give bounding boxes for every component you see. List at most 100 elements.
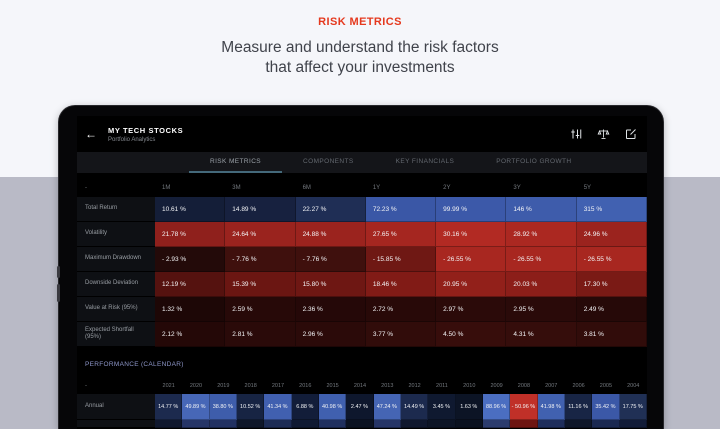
heatmap-value-cell: - 2.93 % [155,247,226,272]
tab-key-financials[interactable]: KEY FINANCIALS [395,158,455,165]
heatmap-value-cell [482,420,511,428]
heatmap-value-cell: 3.77 % [365,322,437,347]
header-cell-1m: 1M [162,185,171,191]
heatmap-value-cell [564,420,593,428]
header-cell-2021: 2021 [162,382,175,389]
heatmap-value-cell [428,420,456,428]
heatmap-value-cell: 11.16 % [564,394,593,420]
heatmap-value-cell: 49.89 % [182,394,210,420]
header-cell-2010: 2010 [463,382,476,389]
row-label: Expected Shortfall (95%) [77,322,155,347]
heatmap-value-cell: 20.95 % [436,272,507,297]
header-cell-label: - [85,185,87,191]
heatmap-value-cell: 88.96 % [482,394,511,420]
portfolio-subtitle: Portfolio Analytics [108,136,156,143]
heatmap-value-cell [373,420,401,428]
heatmap-value-cell: - 26.55 % [576,247,647,272]
header-cell-2005: 2005 [599,382,613,389]
heatmap-value-cell: 14.49 % [400,394,429,420]
tab-risk-metrics[interactable]: RISK METRICS [189,152,283,173]
tab-components[interactable]: COMPONENTS [303,158,354,165]
header-cell-label: - [85,382,87,389]
row-label: Value at Risk (95%) [77,297,155,322]
header-cell-2017: 2017 [271,382,285,389]
balance-scale-icon[interactable] [597,128,610,140]
tab-bar: RISK METRICS COMPONENTS KEY FINANCIALS PORT… [77,152,647,173]
heatmap-value-cell: 41.34 % [264,394,292,420]
heatmap-value-cell [264,420,292,428]
header-cell-2011: 2011 [436,382,448,389]
headline-line-1: Measure and understand the risk factors [221,39,499,56]
table-header-row: - 1M 3M 6M 1Y 2Y 3Y 5Y [77,179,647,197]
row-label: Annual [77,394,155,420]
app-screen: ← MY TECH STOCKS Portfolio Analytics [77,116,647,429]
appbar-actions [570,128,637,140]
heatmap-value-cell: 40.98 % [318,394,347,420]
app-bar: ← MY TECH STOCKS Portfolio Analytics [77,116,647,152]
tablet-mockup: ← MY TECH STOCKS Portfolio Analytics [57,105,664,429]
heatmap-value-cell: 28.92 % [506,222,577,247]
heatmap-value-cell: 2.72 % [365,297,437,322]
heatmap-value-cell: 24.88 % [295,222,366,247]
heatmap-value-cell: - 7.76 % [295,247,366,272]
tablet-volume-button [57,266,60,278]
header-cell-2008: 2008 [517,382,531,389]
header-cell-2004: 2004 [627,382,640,389]
back-arrow-icon[interactable]: ← [85,127,97,141]
tablet-power-button [57,284,60,302]
heatmap-value-cell [455,420,483,428]
heatmap-value-cell: 1.32 % [155,297,226,322]
heatmap-value-cell: - 26.55 % [506,247,577,272]
heatmap-value-cell: 1.63 % [455,394,483,420]
heatmap-value-cell: 2.49 % [576,297,647,322]
section-kicker: RISK METRICS [318,16,402,28]
heatmap-value-cell [400,420,429,428]
section-headline: Measure and understand the risk factors … [0,38,720,78]
header-cell-2019: 2019 [217,382,230,389]
header-cell-2007: 2007 [545,382,558,389]
heatmap-value-cell: 2.59 % [225,297,296,322]
heatmap-value-cell: 4.31 % [506,322,577,347]
heatmap-value-cell: 2.36 % [295,297,366,322]
heatmap-value-cell: 20.03 % [506,272,577,297]
heatmap-value-cell [537,420,565,428]
header-cell-2015: 2015 [326,382,339,389]
tab-portfolio-growth[interactable]: PORTFOLIO GROWTH [496,158,572,165]
header-cell-2014: 2014 [353,382,367,389]
header-cell-1y: 1Y [372,185,381,191]
table-row-volatility: Volatility 21.78 % 24.64 % 24.88 % 27.65 % 30… [77,222,647,247]
heatmap-value-cell: 3.45 % [428,394,456,420]
tune-sliders-icon[interactable] [570,128,582,140]
header-cell-2006: 2006 [572,382,585,389]
row-label: Maximum Drawdown [77,247,155,272]
heatmap-value-cell: 18.46 % [365,272,437,297]
table-row-maximum-drawdown: Maximum Drawdown - 2.93 % - 7.76 % - 7.76 %… [77,247,647,272]
performance-section-title: PERFORMANCE (CALENDAR) [85,361,184,368]
heatmap-value-cell: 35.42 % [592,394,620,420]
heatmap-value-cell: 15.39 % [225,272,296,297]
heatmap-value-cell [318,420,347,428]
heatmap-value-cell: 146 % [506,197,577,222]
heatmap-value-cell [510,420,538,428]
heatmap-value-cell: 2.95 % [506,297,577,322]
heatmap-value-cell: 24.96 % [576,222,647,247]
heatmap-value-cell: 47.24 % [373,394,401,420]
heatmap-value-cell: 99.99 % [436,197,507,222]
heatmap-value-cell: 72.23 % [365,197,437,222]
heatmap-value-cell [619,420,647,428]
table-row-value-at-risk-95-: Value at Risk (95%) 1.32 % 2.59 % 2.36 % 2.7… [77,297,647,322]
header-cell-2020: 2020 [189,382,203,389]
heatmap-value-cell: 2.81 % [225,322,296,347]
heatmap-value-cell: 15.80 % [295,272,366,297]
compose-note-icon[interactable] [625,128,637,140]
heatmap-value-cell: 6.88 % [291,394,319,420]
heatmap-value-cell: 2.12 % [155,322,226,347]
heatmap-value-cell: - 7.76 % [225,247,296,272]
heatmap-value-cell: 30.16 % [436,222,507,247]
heatmap-value-cell [592,420,620,428]
heatmap-value-cell [155,420,183,428]
table-row-annual: Annual 14.77 % 49.89 % 38.80 % 10.52 % 41.34 … [77,394,647,420]
heatmap-value-cell [291,420,319,428]
performance-calendar-table: - 2021 2020 2019 2018 2017 2016 2015 2014 2013 201… [77,377,647,428]
